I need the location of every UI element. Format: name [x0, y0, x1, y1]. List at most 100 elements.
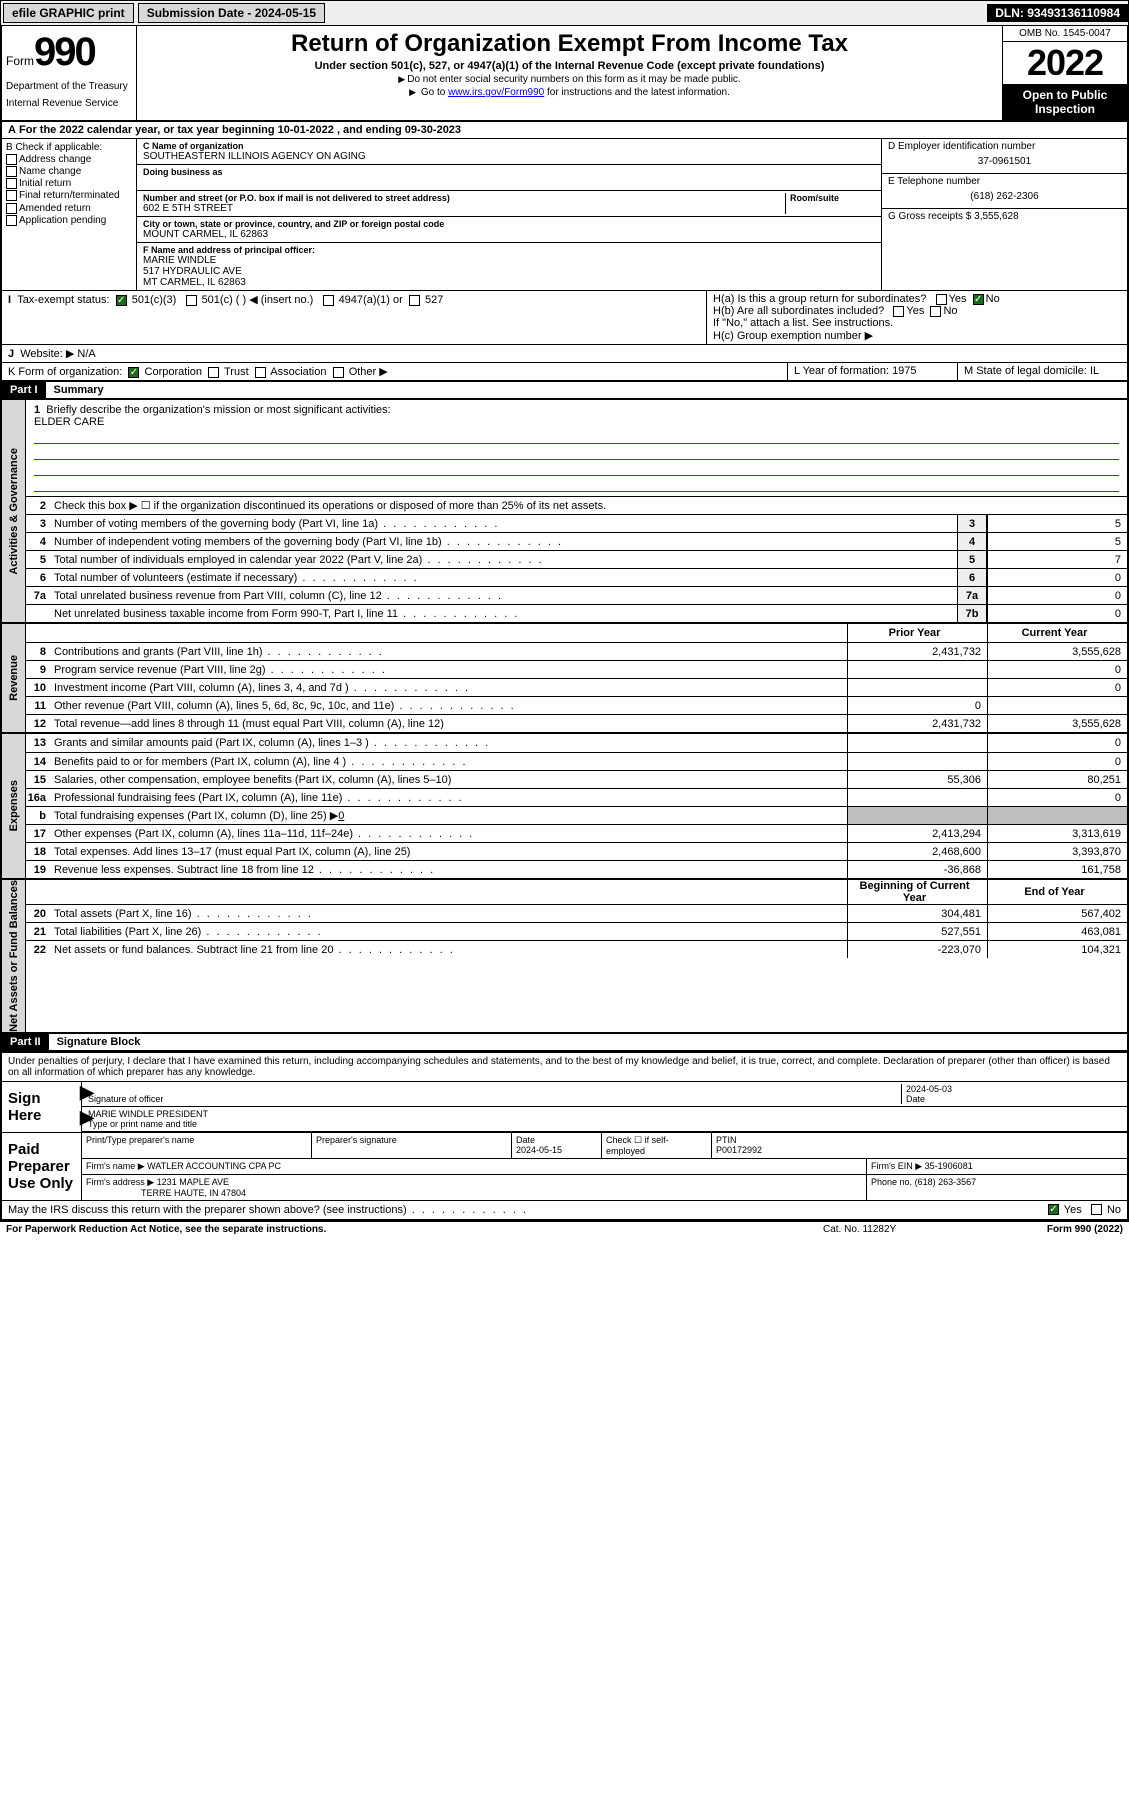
val16ac: 0 [987, 789, 1127, 806]
prep-date-hdr: Date [516, 1135, 535, 1145]
val8p: 2,431,732 [847, 643, 987, 660]
line2: Check this box ▶ ☐ if the organization d… [50, 498, 1127, 513]
firm-ein-label: Firm's EIN ▶ [871, 1161, 922, 1171]
cb-501c[interactable] [186, 295, 197, 306]
val11c [987, 697, 1127, 714]
form-header: Form 990 Department of the Treasury Inte… [0, 26, 1129, 122]
box-b: B Check if applicable: Address change Na… [2, 139, 137, 290]
val19c: 161,758 [987, 861, 1127, 878]
firm-addr1: 1231 MAPLE AVE [157, 1177, 229, 1187]
part1-title: Summary [54, 384, 104, 396]
val6: 0 [987, 569, 1127, 586]
phone-label: E Telephone number [888, 176, 1121, 187]
cb-name-change[interactable] [6, 166, 17, 177]
part2-header: Part II Signature Block [0, 1034, 1129, 1052]
val3: 5 [987, 515, 1127, 532]
line9: Program service revenue (Part VIII, line… [50, 663, 847, 677]
cb-hb-yes[interactable] [893, 306, 904, 317]
form-title: Return of Organization Exempt From Incom… [145, 30, 994, 58]
firm-phone: (618) 263-3567 [915, 1177, 977, 1187]
net-section: Net Assets or Fund Balances Beginning of… [0, 880, 1129, 1034]
mission-a: ELDER CARE [34, 416, 104, 428]
rev-section: Revenue Prior YearCurrent Year 8Contribu… [0, 624, 1129, 734]
sig-officer-label: Signature of officer [88, 1094, 163, 1104]
prep-selfemp: Check ☐ if self-employed [606, 1135, 669, 1156]
line5: Total number of individuals employed in … [50, 553, 957, 567]
cb-other[interactable] [333, 367, 344, 378]
footer-cat: Cat. No. 11282Y [823, 1224, 983, 1235]
footer-left: For Paperwork Reduction Act Notice, see … [6, 1224, 823, 1235]
cb-trust[interactable] [208, 367, 219, 378]
val17p: 2,413,294 [847, 825, 987, 842]
state-domicile: IL [1090, 365, 1099, 377]
cb-4947[interactable] [323, 295, 334, 306]
hb-label: H(b) Are all subordinates included? [713, 305, 884, 317]
firm-name-label: Firm's name ▶ [86, 1161, 145, 1171]
cb-discuss-yes[interactable] [1048, 1204, 1059, 1215]
sig-date-label: Date [906, 1094, 925, 1104]
val18p: 2,468,600 [847, 843, 987, 860]
ein-label: D Employer identification number [888, 141, 1121, 152]
gross-receipts-label: G Gross receipts $ [888, 211, 971, 222]
prior-year-hdr: Prior Year [847, 624, 987, 642]
line12: Total revenue—add lines 8 through 11 (mu… [50, 717, 847, 731]
end-year-hdr: End of Year [987, 880, 1127, 904]
cb-initial-return[interactable] [6, 178, 17, 189]
cb-address-change[interactable] [6, 154, 17, 165]
dept-label: Department of the Treasury [6, 81, 132, 92]
val5: 7 [987, 551, 1127, 568]
firm-ein: 35-1906081 [925, 1161, 973, 1171]
cb-ha-yes[interactable] [936, 294, 947, 305]
officer-signed-name: MARIE WINDLE PRESIDENT [88, 1109, 208, 1119]
city-label: City or town, state or province, country… [143, 219, 875, 229]
val10p [847, 679, 987, 696]
cb-amended[interactable] [6, 203, 17, 214]
website-value: N/A [77, 348, 95, 360]
cb-corp[interactable] [128, 367, 139, 378]
submission-date-button[interactable]: Submission Date - 2024-05-15 [138, 3, 325, 23]
org-name: SOUTHEASTERN ILLINOIS AGENCY ON AGING [143, 151, 875, 162]
cb-527[interactable] [409, 295, 420, 306]
exp-section: Expenses 13Grants and similar amounts pa… [0, 734, 1129, 880]
line6: Total number of volunteers (estimate if … [50, 571, 957, 585]
tax-exempt-label: Tax-exempt status: [17, 294, 109, 306]
paid-preparer-label: Paid Preparer Use Only [2, 1133, 82, 1200]
form-word: Form [6, 54, 34, 68]
cb-app-pending[interactable] [6, 215, 17, 226]
officer-name: MARIE WINDLE [143, 255, 875, 266]
part2-title: Signature Block [57, 1036, 141, 1048]
box-d-e-g: D Employer identification number 37-0961… [882, 139, 1127, 290]
gov-section: Activities & Governance 1 Briefly descri… [0, 400, 1129, 624]
ha-label: H(a) Is this a group return for subordin… [713, 293, 926, 305]
cb-final-return[interactable] [6, 190, 17, 201]
begin-year-hdr: Beginning of Current Year [847, 880, 987, 904]
val7a: 0 [987, 587, 1127, 604]
val15p: 55,306 [847, 771, 987, 788]
val11p: 0 [847, 697, 987, 714]
line4: Number of independent voting members of … [50, 535, 957, 549]
year-formation-label: L Year of formation: [794, 365, 889, 377]
phone-value: (618) 262-2306 [888, 187, 1121, 206]
cb-ha-no[interactable] [973, 294, 984, 305]
cb-assoc[interactable] [255, 367, 266, 378]
part1-header: Part I Summary [0, 382, 1129, 400]
efile-print-button[interactable]: efile GRAPHIC print [3, 3, 134, 23]
firm-name: WATLER ACCOUNTING CPA PC [147, 1161, 281, 1171]
line11: Other revenue (Part VIII, column (A), li… [50, 699, 847, 713]
officer-addr2: MT CARMEL, IL 62863 [143, 277, 875, 288]
val13p [847, 734, 987, 752]
val12p: 2,431,732 [847, 715, 987, 732]
line17: Other expenses (Part IX, column (A), lin… [50, 827, 847, 841]
val9c: 0 [987, 661, 1127, 678]
page-footer: For Paperwork Reduction Act Notice, see … [0, 1221, 1129, 1237]
cb-discuss-no[interactable] [1091, 1204, 1102, 1215]
val16bp [847, 807, 987, 824]
cb-501c3[interactable] [116, 295, 127, 306]
room-label: Room/suite [790, 193, 875, 203]
irs-form990-link[interactable]: www.irs.gov/Form990 [448, 87, 544, 98]
val7b: 0 [987, 605, 1127, 622]
firm-addr-label: Firm's address ▶ [86, 1177, 154, 1187]
val15c: 80,251 [987, 771, 1127, 788]
org-name-label: C Name of organization [143, 141, 875, 151]
cb-hb-no[interactable] [930, 306, 941, 317]
